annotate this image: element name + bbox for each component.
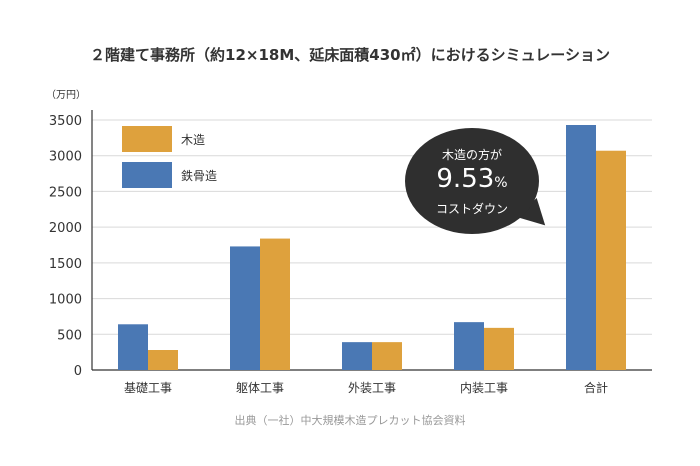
bar-steel <box>230 246 260 370</box>
y-tick-label: 2000 <box>49 221 82 236</box>
bar-steel <box>118 324 148 370</box>
y-tick-label: 2500 <box>49 185 82 200</box>
x-tick-label: 内装工事 <box>460 381 508 395</box>
y-axis-unit: （万円） <box>46 89 86 101</box>
x-tick-label: 躯体工事 <box>236 380 284 395</box>
cost-down-callout: 木造の方が 9.53% コストダウン <box>405 128 555 237</box>
legend-label: 木造 <box>181 133 205 147</box>
y-tick-label: 0 <box>74 364 82 379</box>
y-tick-label: 3000 <box>49 150 82 165</box>
y-tick-label: 1000 <box>49 293 82 308</box>
callout-line3: コストダウン <box>435 202 508 216</box>
legend-swatch <box>122 162 172 188</box>
bar-steel <box>342 342 372 370</box>
axes: 0 500 1000 1500 2000 2500 3000 3500 （万円） 基礎工事 躯体工事… <box>46 89 652 395</box>
bar-steel <box>566 125 596 370</box>
x-tick-label: 基礎工事 <box>124 381 172 395</box>
bar-wood <box>372 342 402 370</box>
source-note: 出典（一社）中大規模木造プレカット協会資料 <box>234 414 466 427</box>
y-tick-label: 3500 <box>49 114 82 129</box>
legend-label: 鉄骨造 <box>181 168 217 183</box>
x-tick-label: 合計 <box>584 380 608 395</box>
legend-swatch <box>122 126 172 152</box>
bar-wood <box>260 238 290 370</box>
callout-circle <box>405 128 539 234</box>
callout-line1: 木造の方が <box>441 148 502 162</box>
y-tick-label: 1500 <box>49 257 82 272</box>
callout-unit: % <box>494 175 508 191</box>
bar-wood <box>484 327 514 370</box>
callout-value-line: 9.53% <box>405 164 539 194</box>
bar-wood <box>148 350 178 370</box>
callout-value: 9.53 <box>436 164 495 194</box>
bar-steel <box>454 322 484 370</box>
y-tick-label: 500 <box>57 328 82 343</box>
chart-title: ２階建て事務所（約12×18M、延床面積430㎡）におけるシミュレーション <box>90 46 610 64</box>
bars <box>118 125 626 370</box>
x-tick-label: 外装工事 <box>348 381 396 395</box>
bar-wood <box>596 150 626 370</box>
gridlines <box>92 119 652 335</box>
